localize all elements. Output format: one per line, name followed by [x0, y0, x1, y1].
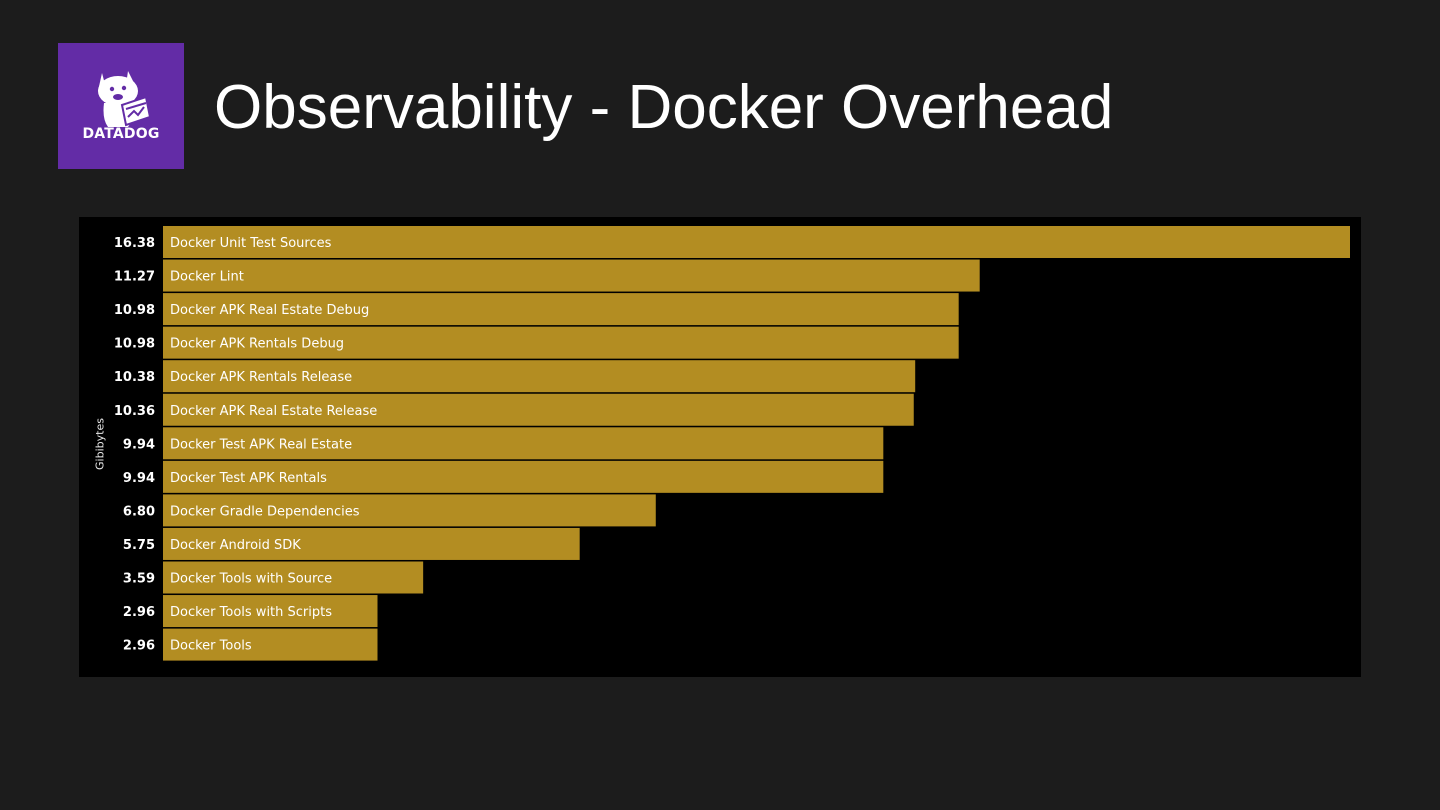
bar-value-label: 3.59 — [123, 572, 155, 587]
bar-value-label: 10.98 — [114, 303, 155, 318]
bar-category-label: Docker Unit Test Sources — [170, 236, 332, 251]
bar[interactable] — [163, 460, 884, 493]
bar[interactable] — [163, 427, 884, 460]
bar[interactable] — [163, 326, 959, 359]
page-title: Observability - Docker Overhead — [214, 73, 1114, 142]
bar[interactable] — [163, 293, 959, 326]
bar-category-label: Docker Test APK Real Estate — [170, 437, 352, 452]
bar-value-label: 10.38 — [114, 370, 155, 385]
bar[interactable] — [163, 527, 580, 560]
bar[interactable] — [163, 360, 916, 393]
chart-panel: 16.38 Docker Unit Test Sources 11.27 Docker… — [79, 217, 1361, 677]
bar-category-label: Docker Test APK Rentals — [170, 471, 327, 486]
y-axis-title: Gibibytes — [93, 418, 107, 470]
bar-category-label: Docker Tools — [170, 639, 252, 654]
bar-value-label: 9.94 — [123, 471, 155, 486]
bar-value-label: 10.36 — [114, 404, 155, 419]
dog-icon — [98, 71, 152, 127]
bar[interactable] — [163, 494, 656, 527]
logo-text: DATADOG — [82, 126, 160, 142]
bar[interactable] — [163, 561, 424, 594]
bar-value-label: 11.27 — [114, 270, 155, 285]
bar[interactable] — [163, 595, 378, 628]
bar[interactable] — [163, 393, 914, 426]
bar-value-label: 9.94 — [123, 437, 155, 452]
bar[interactable] — [163, 226, 1350, 258]
bar-category-label: Docker APK Rentals Debug — [170, 337, 344, 352]
bar-category-label: Docker APK Rentals Release — [170, 370, 352, 385]
bar-value-label: 16.38 — [114, 236, 155, 251]
datadog-logo: DATADOG — [58, 43, 184, 169]
bar-chart: 16.38 Docker Unit Test Sources 11.27 Docker… — [114, 226, 1350, 661]
bar-category-label: Docker Tools with Source — [170, 572, 332, 587]
bar-category-label: Docker Tools with Scripts — [170, 605, 332, 620]
bar-value-label: 5.75 — [123, 538, 155, 553]
bar-value-label: 2.96 — [123, 639, 155, 654]
bar-value-label: 2.96 — [123, 605, 155, 620]
bar-value-label: 10.98 — [114, 337, 155, 352]
bar-category-label: Docker APK Real Estate Release — [170, 404, 377, 419]
bar-category-label: Docker Android SDK — [170, 538, 301, 553]
bar-category-label: Docker Gradle Dependencies — [170, 504, 360, 519]
bar[interactable] — [163, 259, 980, 292]
bar[interactable] — [163, 628, 378, 661]
bar-category-label: Docker Lint — [170, 270, 244, 285]
bar-value-label: 6.80 — [123, 504, 155, 519]
bar-category-label: Docker APK Real Estate Debug — [170, 303, 369, 318]
